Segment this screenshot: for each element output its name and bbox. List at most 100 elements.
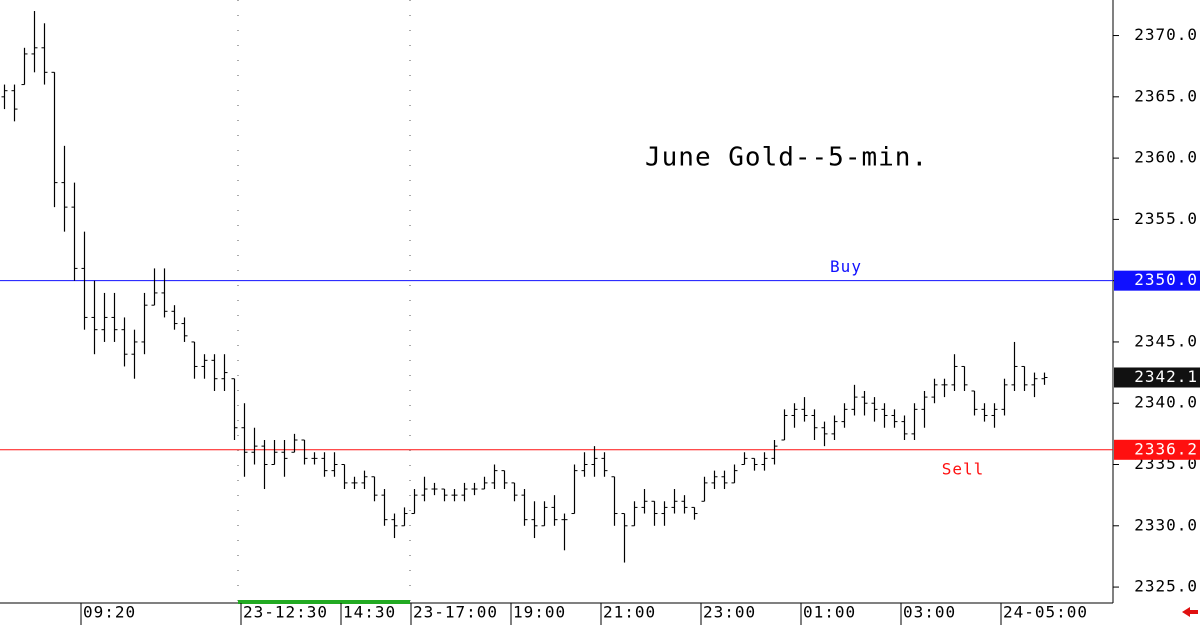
ohlc-bar (351, 476, 358, 490)
ohlc-bar (791, 403, 798, 428)
ohlc-bar (721, 470, 728, 490)
x-tick-label: 21:00 (603, 603, 656, 622)
ohlc-bar (531, 501, 538, 539)
ohlc-bar (311, 452, 318, 465)
ohlc-bar (91, 280, 98, 355)
x-tick-label: 24-05:00 (1003, 603, 1088, 622)
ohlc-bar (821, 421, 828, 447)
ohlc-bar (171, 305, 178, 330)
ohlc-bar (181, 317, 188, 342)
ohlc-bar (281, 439, 288, 477)
ohlc-bar (121, 317, 128, 367)
ohlc-bar (261, 439, 268, 490)
ohlc-bar (601, 452, 608, 477)
ohlc-bar (831, 415, 838, 440)
ohlc-bar (11, 84, 18, 122)
ohlc-bar (981, 403, 988, 422)
ohlc-bar (471, 482, 478, 496)
ohlc-bar (151, 268, 158, 306)
y-tick-label: 2360.0 (1134, 148, 1198, 167)
ohlc-bar (521, 489, 528, 526)
ohlc-bar (481, 476, 488, 490)
ohlc-bar (461, 482, 468, 502)
level-axis-label: 2350.0 (1134, 270, 1198, 289)
level-name: Sell (942, 459, 985, 478)
x-tick-label: 23:00 (703, 603, 756, 622)
ohlc-bar (451, 489, 458, 502)
level-label-box (1114, 439, 1200, 460)
ohlc-bar (991, 403, 998, 428)
ohlc-bar (321, 452, 328, 477)
y-tick-label: 2325.0 (1134, 577, 1198, 596)
ohlc-bar (811, 409, 818, 440)
ohlc-bar (511, 482, 518, 502)
x-tick-label: 03:00 (903, 603, 956, 622)
ohlc-bar (861, 390, 868, 416)
ohlc-bar (291, 433, 298, 453)
ohlc-bar (381, 489, 388, 526)
ohlc-bar (101, 292, 108, 342)
ohlc-bar (61, 145, 68, 232)
ohlc-bar (631, 501, 638, 527)
ohlc-bar (81, 231, 88, 330)
y-tick-label: 2340.0 (1134, 393, 1198, 412)
x-tick-label: 09:20 (83, 603, 136, 622)
ohlc-bar (241, 403, 248, 477)
level-name: Buy (830, 257, 862, 276)
ohlc-bar (641, 489, 648, 514)
ohlc-bar (1001, 378, 1008, 416)
ohlc-bar (1021, 365, 1028, 391)
ohlc-bar (751, 457, 758, 471)
ohlc-bar (141, 292, 148, 355)
ohlc-bar (921, 390, 928, 428)
ohlc-bar (671, 489, 678, 514)
ohlc-bar (781, 409, 788, 441)
last-price-label: 2342.1 (1134, 367, 1198, 386)
ohlc-bar (491, 464, 498, 490)
ohlc-bar (211, 354, 218, 391)
y-tick-label: 2345.0 (1134, 331, 1198, 350)
y-tick-label: 2355.0 (1134, 209, 1198, 228)
x-tick-label: 01:00 (803, 603, 856, 622)
ohlc-bar (951, 354, 958, 391)
y-tick-label: 2365.0 (1134, 86, 1198, 105)
ohlc-bar (711, 470, 718, 490)
ohlc-bar (591, 446, 598, 477)
ohlc-bar (221, 354, 228, 391)
session-marker (238, 600, 410, 604)
ohlc-bar (911, 403, 918, 440)
ohlc-bar (271, 439, 278, 466)
last-price-box (1114, 367, 1200, 388)
ohlc-bar (651, 500, 658, 526)
ohlc-bar (31, 11, 38, 73)
ohlc-bar (231, 378, 238, 440)
x-tick-label: 23-12:30 (243, 603, 328, 622)
ohlc-bar (661, 501, 668, 526)
ohlc-bar (131, 329, 138, 379)
level-label-box (1114, 270, 1200, 291)
ohlc-bar (71, 182, 78, 281)
chart-title: June Gold--5-min. (645, 143, 928, 173)
scroll-arrow[interactable] (1182, 607, 1198, 617)
ohlc-bar (581, 452, 588, 477)
ohlc-bar (401, 507, 408, 527)
ohlc-bar (301, 439, 308, 465)
ohlc-bar (371, 476, 378, 502)
ohlc-bar (331, 452, 338, 477)
ohlc-bar (1041, 372, 1048, 385)
ohlc-bar (251, 427, 258, 465)
ohlc-bar (561, 513, 568, 551)
ohlc-bar (421, 476, 428, 502)
ohlc-bar (771, 439, 778, 465)
ohlc-bar (691, 506, 698, 520)
ohlc-bar (411, 489, 418, 515)
ohlc-bar (801, 397, 808, 422)
ohlc-bar (51, 71, 58, 208)
y-tick-label: 2330.0 (1134, 515, 1198, 534)
ohlc-bar (391, 513, 398, 539)
ohlc-bar (891, 409, 898, 428)
x-tick-label: 23-17:00 (413, 603, 498, 622)
x-tick-label: 14:30 (343, 603, 396, 622)
